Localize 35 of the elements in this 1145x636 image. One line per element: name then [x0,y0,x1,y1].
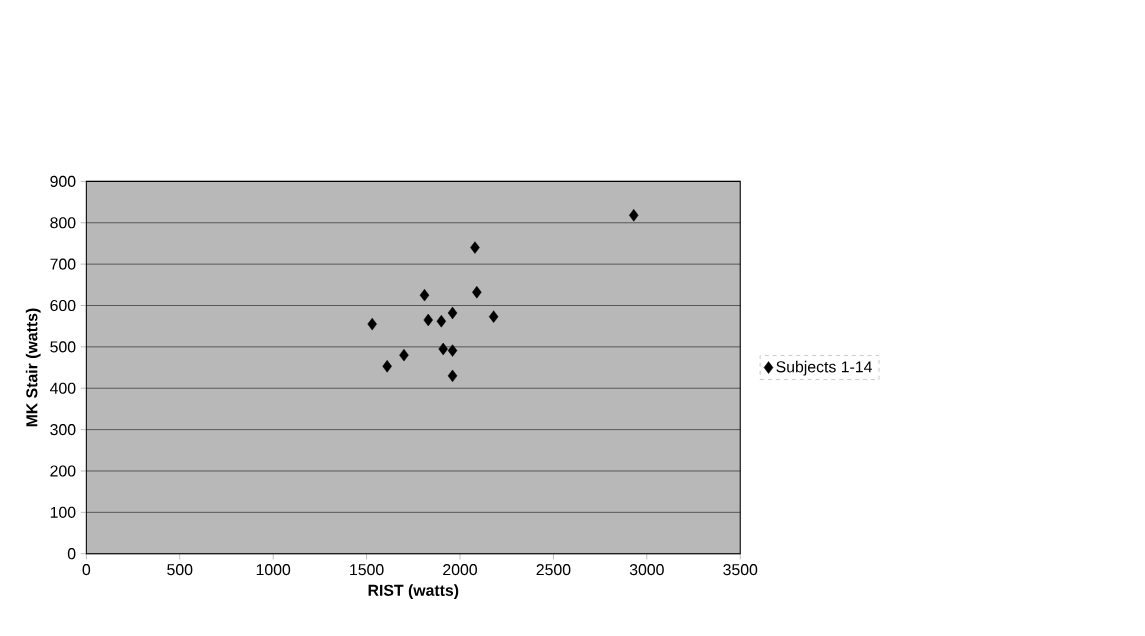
x-axis-title: RIST (watts) [368,584,459,599]
point [488,310,499,323]
point [423,313,433,327]
y-tick-label: 0 [67,547,76,560]
y-tick-label: 400 [50,382,76,394]
point [399,348,409,362]
x-tick-label: 3000 [629,563,664,576]
point [367,317,377,331]
point [629,208,639,222]
y-tick-label: 900 [50,175,76,187]
x-tick-label: 3500 [723,563,758,576]
point [382,359,392,373]
point [447,344,458,357]
y-tick-label: 500 [50,341,76,353]
y-tick-label: 300 [50,423,76,436]
y-tick-label: 600 [50,299,76,311]
y-axis-title: MK Stair (watts) [25,308,41,427]
point [447,306,458,319]
y-tick-label: 800 [50,217,76,229]
y-tick-label: 700 [50,258,76,270]
x-tick-label: 0 [82,563,91,576]
y-tick-label: 100 [50,506,76,518]
point [438,342,448,355]
point [470,241,480,254]
point [472,285,482,299]
x-tick-label: 2500 [536,563,571,576]
legend-label: Subjects 1-14 [776,360,872,376]
point [447,369,458,382]
x-tick-label: 500 [167,563,193,576]
x-tick-label: 1000 [256,563,291,576]
point [419,288,430,302]
point [436,314,447,328]
x-tick-label: 2000 [443,563,477,576]
x-tick-label: 1500 [350,563,384,576]
y-tick-label: 200 [50,465,76,477]
